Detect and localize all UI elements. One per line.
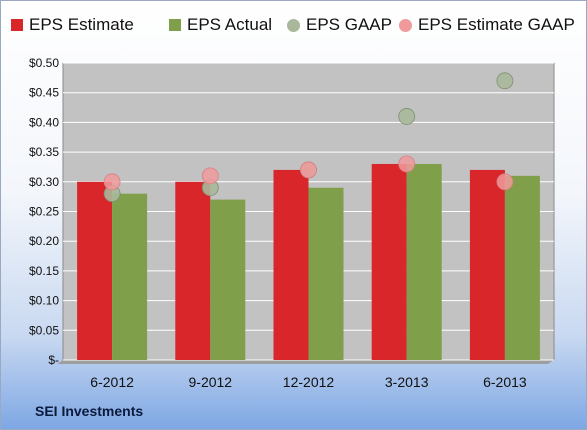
x-tick-label: 6-2012 — [90, 374, 134, 390]
point-eps-estimate-gaap — [300, 161, 317, 179]
legend: EPS Estimate EPS Actual EPS GAAP EPS Est… — [1, 15, 586, 45]
x-tick-label: 3-2013 — [385, 374, 429, 390]
x-tick-label: 6-2013 — [483, 374, 527, 390]
legend-item-eps-estimate: EPS Estimate — [11, 15, 134, 35]
y-tick-label: $0.45 — [29, 86, 59, 100]
bar-eps-actual — [308, 187, 344, 360]
y-tick-label: $0.05 — [29, 323, 59, 337]
point-eps-estimate-gaap — [398, 155, 416, 173]
bar-eps-estimate — [77, 181, 113, 360]
legend-label-eps-estimate: EPS Estimate — [29, 15, 134, 34]
bar-eps-estimate — [371, 163, 407, 360]
legend-swatch-eps-actual — [169, 19, 181, 31]
legend-dot-eps-gaap — [287, 18, 300, 32]
y-tick-label: $0.35 — [29, 145, 59, 159]
legend-label-eps-actual: EPS Actual — [187, 15, 273, 34]
bar-eps-actual — [210, 199, 246, 360]
bar-eps-estimate — [175, 181, 211, 360]
point-eps-gaap — [398, 108, 416, 125]
legend-item-eps-estimate-gaap: EPS Estimate GAAP — [399, 15, 575, 35]
bar-eps-actual — [406, 163, 442, 360]
point-eps-estimate-gaap — [201, 167, 219, 185]
legend-label-eps-gaap: EPS GAAP — [306, 15, 392, 34]
x-tick-label: 9-2012 — [189, 374, 233, 390]
bar-eps-actual — [504, 175, 540, 360]
y-tick-label: $0.50 — [29, 56, 59, 70]
bar-eps-estimate — [469, 169, 505, 360]
plot-floor — [57, 360, 554, 364]
chart-svg: $- $0.05 $0.10 $0.15 $0.20 $0.25 $0.30 $0.35 $0.… — [29, 56, 555, 390]
bar-eps-estimate — [273, 169, 309, 360]
y-tick-label: $0.20 — [29, 234, 59, 248]
legend-item-eps-gaap: EPS GAAP — [287, 15, 392, 35]
point-eps-estimate-gaap — [103, 173, 121, 191]
legend-label-eps-estimate-gaap: EPS Estimate GAAP — [418, 15, 575, 34]
y-tick-label: $0.15 — [29, 264, 59, 278]
y-tick-label: $0.10 — [29, 294, 59, 308]
bar-eps-actual — [112, 193, 148, 360]
y-tick-label: $0.25 — [29, 205, 59, 219]
point-eps-gaap — [496, 72, 514, 90]
company-name: SEI Investments — [35, 403, 144, 419]
y-tick-label: $0.40 — [29, 115, 59, 129]
y-tick-label: $0.30 — [29, 175, 59, 189]
legend-dot-eps-estimate-gaap — [399, 18, 412, 32]
legend-swatch-eps-estimate — [11, 19, 23, 31]
x-tick-label: 12-2012 — [283, 374, 335, 390]
y-tick-label: $- — [48, 353, 59, 367]
legend-item-eps-actual: EPS Actual — [169, 15, 272, 35]
point-eps-estimate-gaap — [496, 173, 514, 191]
